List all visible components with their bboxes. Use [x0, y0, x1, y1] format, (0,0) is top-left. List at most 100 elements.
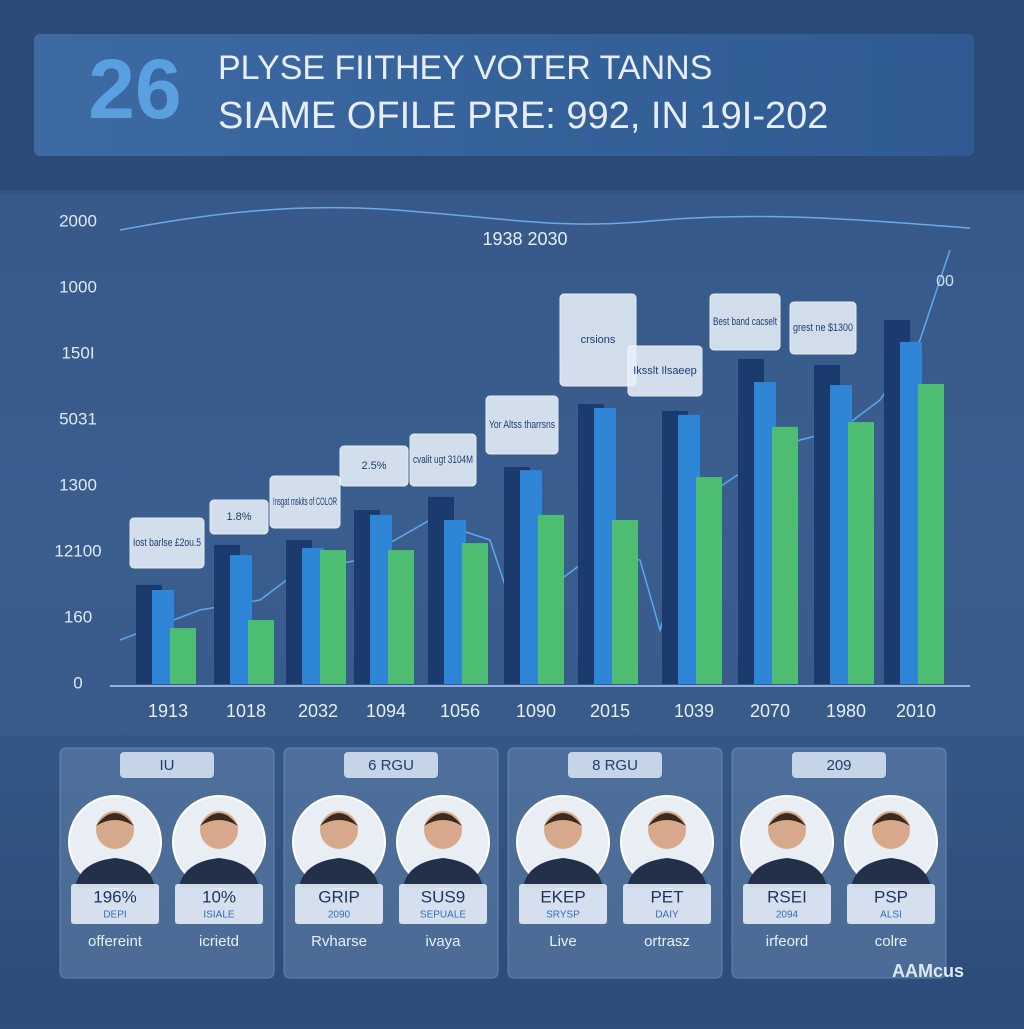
person-stat: GRIP	[318, 887, 360, 906]
annotation-box	[485, 395, 559, 455]
card-tab	[568, 752, 662, 778]
annotation-box	[559, 293, 637, 387]
y-axis-label: 1000	[59, 277, 97, 296]
person-name: irfeord	[766, 933, 809, 950]
bar	[612, 519, 638, 684]
annotation-box	[269, 475, 341, 529]
person-stat: SUS9	[421, 887, 465, 906]
person-sub: ISIALE	[203, 910, 234, 921]
x-tick-label: 1094	[366, 701, 406, 721]
y-axis-label: 1300	[59, 475, 97, 494]
header-panel	[34, 34, 974, 156]
y-axis-label: 0	[73, 673, 82, 692]
bar	[230, 555, 252, 684]
portrait-hair	[768, 813, 806, 826]
annotation: crsions	[581, 334, 616, 346]
x-tick-label: 1980	[826, 701, 866, 721]
person-stat: PET	[650, 887, 683, 906]
x-tick-label: 1018	[226, 701, 266, 721]
person-stat: 10%	[202, 887, 236, 906]
person-name: Live	[549, 933, 577, 950]
portrait-body	[523, 858, 603, 888]
person-sub: 2094	[776, 910, 799, 921]
y-axis-label: 5031	[59, 409, 97, 428]
cards: IU 196% DEPI offereint 10% ISIALE icrietd 6 RGU…	[59, 747, 947, 979]
decor-line	[119, 206, 971, 231]
person-name: offereint	[88, 933, 143, 950]
stat-box	[295, 884, 383, 924]
person-sub: DAIY	[655, 910, 679, 921]
person-sub: SEPUALE	[420, 910, 466, 921]
annotation-box	[409, 433, 477, 487]
bar	[520, 470, 542, 684]
annotation-box	[709, 293, 781, 351]
card-tab	[120, 752, 214, 778]
chart: 2000 1000 150I 5031 1300 12100 160 0 1913 1018 203…	[54, 211, 944, 721]
bar	[678, 414, 700, 684]
annotation: grest ne $1300	[793, 322, 853, 334]
portrait-hair	[200, 813, 238, 826]
portrait-hair	[872, 813, 910, 826]
card-tag: IU	[160, 757, 175, 774]
portrait-body	[403, 858, 483, 888]
annotation-box	[789, 301, 857, 355]
y-axis-label: 160	[64, 607, 92, 626]
x-tick-label: 2015	[590, 701, 630, 721]
bar	[594, 407, 616, 684]
stat-box	[847, 884, 935, 924]
card-tab	[792, 752, 886, 778]
annotation-box	[339, 445, 409, 487]
card-tag: 209	[826, 757, 851, 774]
annotation-box	[129, 517, 205, 569]
bar	[370, 514, 392, 684]
stat-box	[519, 884, 607, 924]
bar	[388, 550, 414, 684]
bar	[696, 477, 722, 684]
person-name: icrietd	[199, 933, 239, 950]
annotation: 2.5%	[361, 460, 386, 472]
x-tick-label: 2032	[298, 701, 338, 721]
y-axis-label: 2000	[59, 211, 97, 230]
annotation: cvalit ugt 3104M	[413, 454, 473, 466]
person-stat: 196%	[93, 887, 136, 906]
portrait-body	[851, 858, 931, 888]
person-name: ivaya	[425, 933, 461, 950]
footer-brand: AAMcus	[892, 961, 964, 981]
y-axis-label: 150I	[61, 343, 94, 362]
bar	[754, 382, 776, 684]
x-tick-label: 1913	[148, 701, 188, 721]
annotation: Best band cacselt	[713, 316, 777, 328]
bar	[170, 628, 196, 684]
bar	[248, 620, 274, 684]
portrait-body	[299, 858, 379, 888]
x-tick-label: 2070	[750, 701, 790, 721]
bar	[320, 550, 346, 684]
stat-box	[175, 884, 263, 924]
annotation: Yor Altss tharrsns	[489, 419, 555, 431]
card-tab	[344, 752, 438, 778]
bar	[830, 385, 852, 684]
portrait-hair	[424, 813, 462, 826]
stat-box	[623, 884, 711, 924]
bar	[152, 589, 174, 684]
annotation-box	[627, 345, 703, 397]
portrait-hair	[320, 813, 358, 826]
bar	[900, 341, 922, 684]
annotation: Iost barlse £2ou.5	[133, 537, 201, 549]
corner-label: 00	[936, 273, 954, 290]
card-tag: 8 RGU	[592, 757, 638, 774]
annotation-box	[209, 499, 269, 535]
portrait-body	[75, 858, 155, 888]
annotation: Iksslt Ilsaeep	[633, 365, 697, 377]
bar	[538, 514, 564, 684]
header-number: 26	[88, 42, 181, 136]
person-stat: RSEI	[767, 887, 807, 906]
bar	[848, 422, 874, 684]
card-tag: 6 RGU	[368, 757, 414, 774]
x-tick-label: 1090	[516, 701, 556, 721]
stat-box	[743, 884, 831, 924]
stat-box	[399, 884, 487, 924]
bar	[772, 426, 798, 684]
